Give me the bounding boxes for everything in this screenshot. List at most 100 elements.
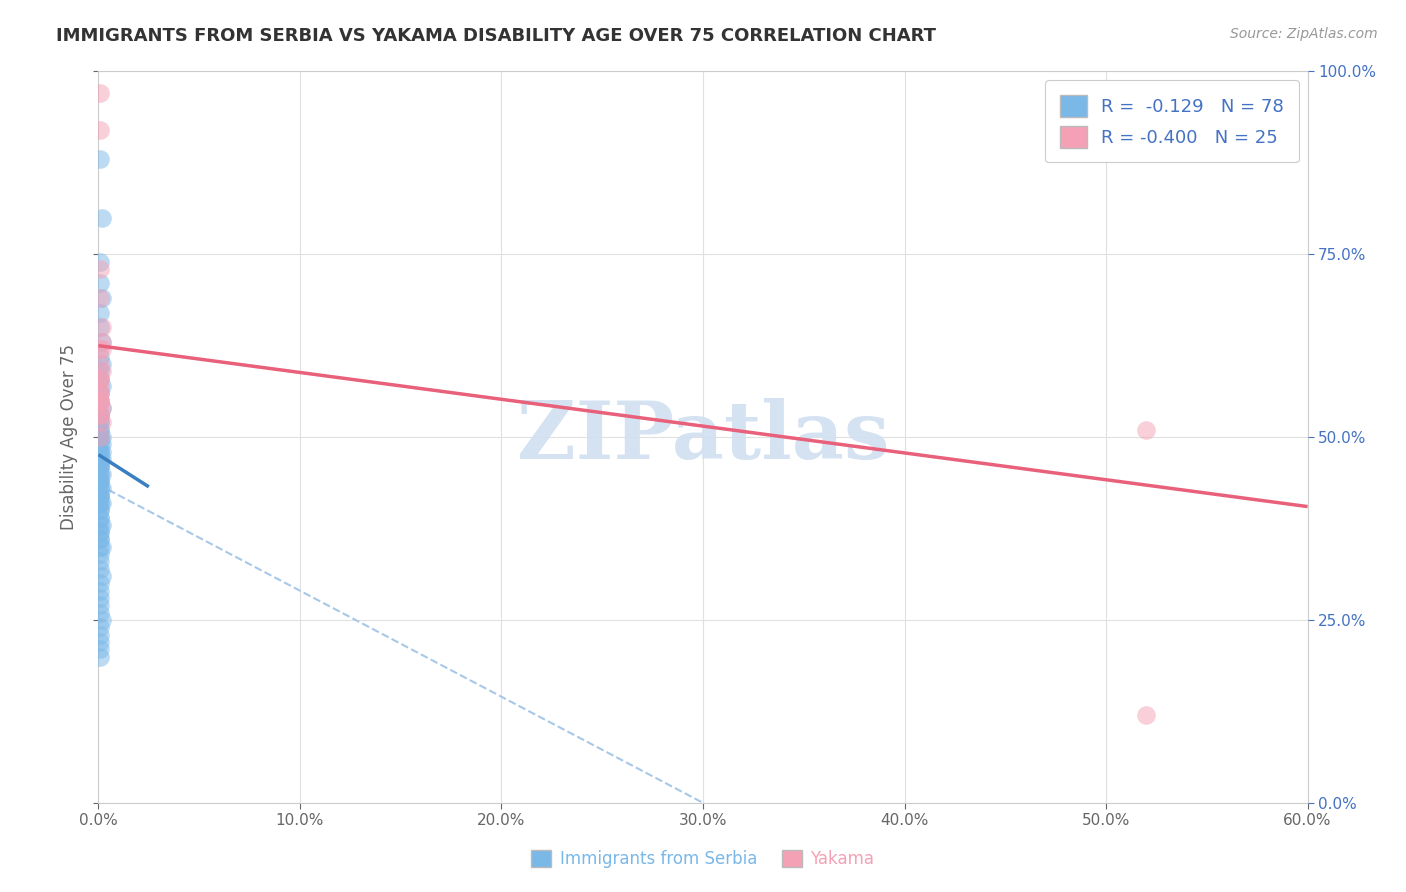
Point [89, 416, 111, 430]
Point [89, 379, 111, 393]
Point [89, 627, 111, 641]
Point [89, 423, 111, 437]
Point [91, 320, 114, 334]
Point [89, 444, 111, 458]
Point [91, 481, 114, 495]
Point [91, 291, 114, 305]
Point [89, 371, 111, 385]
Point [89, 444, 111, 458]
Text: ZIPatlas: ZIPatlas [517, 398, 889, 476]
Point [91, 496, 114, 510]
Point [89, 489, 111, 503]
Legend: R =  -0.129   N = 78, R = -0.400   N = 25: R = -0.129 N = 78, R = -0.400 N = 25 [1046, 80, 1299, 162]
Point [89, 123, 111, 137]
Point [89, 606, 111, 620]
Point [91, 467, 114, 481]
Point [89, 649, 111, 664]
Point [89, 430, 111, 444]
Point [89, 503, 111, 517]
Point [89, 620, 111, 634]
Point [91, 211, 114, 225]
Point [89, 547, 111, 561]
Point [89, 357, 111, 371]
Point [91, 343, 114, 357]
Point [89, 554, 111, 568]
Point [89, 371, 111, 385]
Point [91, 416, 114, 430]
Point [89, 635, 111, 649]
Point [91, 540, 114, 554]
Point [89, 459, 111, 474]
Point [89, 364, 111, 378]
Point [89, 343, 111, 357]
Point [89, 510, 111, 524]
Point [89, 467, 111, 481]
Point [89, 393, 111, 408]
Point [89, 496, 111, 510]
Point [89, 452, 111, 467]
Point [89, 599, 111, 613]
Point [89, 503, 111, 517]
Point [89, 496, 111, 510]
Point [91, 334, 114, 349]
Point [89, 386, 111, 401]
Point [89, 152, 111, 166]
Point [89, 459, 111, 474]
Point [91, 364, 114, 378]
Point [89, 393, 111, 408]
Legend: Immigrants from Serbia, Yakama: Immigrants from Serbia, Yakama [524, 843, 882, 875]
Point [89, 386, 111, 401]
Text: IMMIGRANTS FROM SERBIA VS YAKAMA DISABILITY AGE OVER 75 CORRELATION CHART: IMMIGRANTS FROM SERBIA VS YAKAMA DISABIL… [56, 27, 936, 45]
Point [89, 474, 111, 488]
Point [89, 540, 111, 554]
Point [89, 481, 111, 495]
Point [89, 474, 111, 488]
Point [89, 386, 111, 401]
Point [89, 261, 111, 276]
Point [89, 254, 111, 268]
Point [89, 562, 111, 576]
Point [89, 430, 111, 444]
Point [89, 291, 111, 305]
Point [89, 517, 111, 532]
Point [91, 517, 114, 532]
Point [89, 533, 111, 547]
Point [91, 401, 114, 415]
Point [91, 334, 114, 349]
Point [89, 533, 111, 547]
Point [91, 569, 114, 583]
Point [91, 437, 114, 451]
Point [89, 277, 111, 291]
Point [91, 452, 114, 467]
Point [89, 452, 111, 467]
Point [89, 525, 111, 540]
Point [89, 408, 111, 422]
Point [1135, 423, 1157, 437]
Text: Source: ZipAtlas.com: Source: ZipAtlas.com [1230, 27, 1378, 41]
Point [89, 583, 111, 598]
Point [89, 437, 111, 451]
Point [91, 401, 114, 415]
Point [89, 474, 111, 488]
Point [91, 613, 114, 627]
Point [89, 525, 111, 540]
Point [91, 357, 114, 371]
Point [89, 467, 111, 481]
Point [89, 481, 111, 495]
Point [89, 576, 111, 591]
Point [89, 423, 111, 437]
Point [89, 350, 111, 364]
Point [89, 642, 111, 657]
Point [89, 489, 111, 503]
Point [89, 408, 111, 422]
Point [89, 393, 111, 408]
Point [91, 444, 114, 458]
Point [89, 393, 111, 408]
Point [89, 371, 111, 385]
Y-axis label: Disability Age Over 75: Disability Age Over 75 [59, 344, 77, 530]
Point [1135, 708, 1157, 723]
Point [89, 591, 111, 605]
Point [89, 306, 111, 320]
Point [89, 416, 111, 430]
Point [89, 320, 111, 334]
